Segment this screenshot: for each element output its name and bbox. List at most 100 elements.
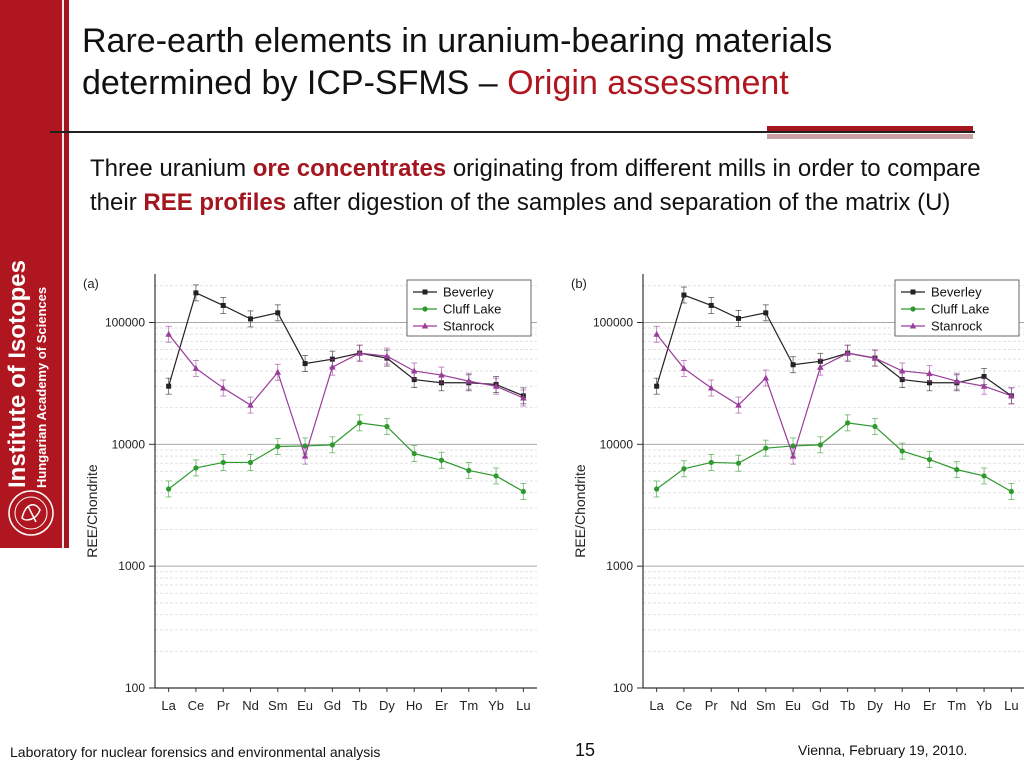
chart-b-series-beverley-point bbox=[708, 302, 714, 308]
body-highlight-ree: REE profiles bbox=[143, 189, 287, 216]
institute-logo-icon bbox=[8, 490, 54, 536]
chart-b-series-beverley-point bbox=[763, 310, 769, 316]
chart-a-series-cluff-lake-point bbox=[411, 450, 417, 457]
chart-a-series-stanrock-point bbox=[192, 364, 200, 371]
chart-b-x-tick-label-ho: Ho bbox=[894, 698, 911, 713]
chart-a-series-beverley-point bbox=[275, 310, 281, 316]
chart-a-series-cluff-lake-point bbox=[438, 457, 445, 463]
chart-a-x-tick-label-lu: Lu bbox=[516, 698, 530, 713]
chart-a-x-tick-label-ce: Ce bbox=[188, 698, 205, 713]
chart-b-x-tick-label-pr: Pr bbox=[705, 698, 719, 713]
chart-a-series-cluff-lake-point bbox=[193, 465, 199, 471]
chart-b-series-beverley-point bbox=[654, 383, 660, 389]
chart-a-series-stanrock-point bbox=[301, 452, 309, 459]
chart-b-x-tick-label-tb: Tb bbox=[840, 698, 855, 713]
chart-b-series-stanrock-point bbox=[735, 401, 742, 408]
chart-a-series-cluff-lake-point bbox=[493, 473, 499, 479]
chart-b-x-tick-label-er: Er bbox=[923, 698, 937, 713]
chart-a-series-cluff-lake-line bbox=[168, 422, 524, 493]
chart-b-series-beverley-point bbox=[927, 380, 932, 386]
chart-b-legend-cluff-lake-marker bbox=[910, 306, 916, 312]
chart-a-series-beverley-point bbox=[220, 302, 226, 308]
institute-name: Institute of Isotopes bbox=[4, 260, 31, 488]
chart-a-series-cluff-lake-point bbox=[302, 443, 308, 449]
chart-b-y-axis-label: REE/Chondrite bbox=[572, 464, 588, 558]
chart-a-y-tick-label: 10000 bbox=[112, 437, 146, 451]
chart-a-x-tick-label-tm: Tm bbox=[459, 698, 478, 713]
chart-a-series-beverley-point bbox=[166, 383, 172, 389]
chart-b-y-tick-label: 1000 bbox=[606, 559, 633, 573]
chart-b-series-stanrock-point bbox=[680, 364, 688, 371]
chart-a-series-stanrock-point bbox=[165, 330, 172, 337]
chart-a-legend-beverley-label: Beverley bbox=[443, 285, 494, 300]
chart-b-series-stanrock-point bbox=[871, 354, 879, 361]
chart-panel-a: 100 1000 10000 100000 La Ce Pr Nd Sm Eu Gd Tb Dy Ho Er… bbox=[83, 274, 537, 713]
chart-b-series-stanrock-point bbox=[926, 370, 933, 377]
chart-b-series-beverley-point bbox=[981, 374, 987, 380]
body-part1: Three uranium bbox=[90, 155, 253, 182]
chart-a-series-beverley-point bbox=[411, 377, 417, 383]
chart-a-legend-cluff-lake-label: Cluff Lake bbox=[443, 302, 501, 317]
chart-a-series-cluff-lake-point bbox=[275, 443, 281, 450]
chart-b-series-cluff-lake-point bbox=[654, 486, 660, 492]
chart-b-series-cluff-lake-point bbox=[872, 423, 878, 430]
chart-panel-b: 100 1000 10000 100000 La Ce Pr Nd Sm Eu Gd Tb Dy Ho Er… bbox=[571, 274, 1024, 713]
chart-a-series-cluff-lake-point bbox=[520, 488, 526, 495]
footer-date: Vienna, February 19, 2010. bbox=[798, 742, 968, 758]
chart-a-series-cluff-lake-point bbox=[466, 467, 472, 474]
chart-a-y-tick-label: 100000 bbox=[105, 315, 145, 329]
chart-a-series-stanrock-point bbox=[247, 401, 254, 408]
chart-a-series-cluff-lake-point bbox=[329, 442, 335, 448]
chart-b-x-tick-label-la: La bbox=[649, 698, 664, 713]
chart-a-x-tick-label-sm: Sm bbox=[268, 698, 288, 713]
chart-a-series-beverley-line bbox=[168, 292, 524, 397]
chart-b-series-cluff-lake-point bbox=[845, 420, 851, 426]
chart-a-series-stanrock-point bbox=[438, 371, 445, 378]
chart-a-series-stanrock-point bbox=[465, 377, 472, 384]
chart-b-series-stanrock-point bbox=[789, 452, 797, 459]
chart-a-x-tick-label-ho: Ho bbox=[406, 698, 423, 713]
chart-b-series-stanrock-point bbox=[817, 363, 824, 370]
chart-a-series-cluff-lake-point bbox=[357, 420, 363, 426]
chart-a-x-tick-label-gd: Gd bbox=[324, 698, 341, 713]
chart-b-series-stanrock-line bbox=[656, 333, 1012, 459]
chart-b-y-tick-label: 100000 bbox=[593, 315, 633, 329]
chart-a-series-stanrock-point bbox=[274, 368, 281, 375]
title-line1: Rare-earth elements in uranium-bearing m… bbox=[82, 22, 833, 60]
title-divider-accent-shadow bbox=[767, 134, 973, 139]
chart-b-series-stanrock-point bbox=[653, 330, 660, 337]
chart-a-x-tick-label-dy: Dy bbox=[379, 698, 395, 713]
sidebar-panel: Institute of Isotopes Hungarian Academy … bbox=[0, 0, 64, 548]
chart-a-y-axis-label: REE/Chondrite bbox=[84, 464, 100, 558]
chart-b-series-cluff-lake-point bbox=[790, 443, 796, 449]
chart-b-series-cluff-lake-point bbox=[763, 445, 769, 451]
chart-b-series-stanrock-point bbox=[899, 367, 906, 374]
chart-a-series-cluff-lake-point bbox=[384, 423, 390, 430]
academy-name: Hungarian Academy of Sciences bbox=[34, 286, 49, 488]
chart-a-series-cluff-lake-point bbox=[247, 459, 254, 466]
chart-b-x-tick-label-tm: Tm bbox=[947, 698, 966, 713]
chart-a-series-stanrock-point bbox=[383, 352, 391, 359]
chart-a-legend-beverley-marker bbox=[422, 289, 428, 295]
chart-b-series-stanrock-point bbox=[953, 377, 960, 384]
chart-b-legend-beverley-marker bbox=[910, 289, 916, 295]
chart-a-series-stanrock-point bbox=[411, 367, 418, 374]
chart-b-series-beverley-point bbox=[790, 362, 796, 368]
title-line2-prefix: determined by ICP-SFMS – bbox=[82, 64, 508, 102]
body-text: Three uranium ore concentrates originati… bbox=[90, 152, 1015, 220]
chart-b-series-stanrock-point bbox=[844, 349, 851, 356]
chart-b-x-tick-label-sm: Sm bbox=[756, 698, 776, 713]
chart-a-y-tick-label: 1000 bbox=[118, 559, 145, 573]
chart-b-series-cluff-lake-point bbox=[735, 460, 742, 466]
chart-a-y-tick-label: 100 bbox=[125, 681, 145, 695]
chart-a-x-tick-label-pr: Pr bbox=[217, 698, 231, 713]
chart-b-series-cluff-lake-line bbox=[656, 422, 1012, 493]
chart-b-series-cluff-lake-point bbox=[954, 467, 960, 473]
chart-b-series-cluff-lake-point bbox=[681, 466, 687, 472]
title-accent: Origin assessment bbox=[507, 64, 789, 102]
chart-a-series-cluff-lake-point bbox=[166, 486, 172, 492]
chart-b-legend-cluff-lake-label: Cluff Lake bbox=[931, 302, 989, 317]
chart-b-series-cluff-lake-point bbox=[926, 456, 933, 463]
chart-b-series-cluff-lake-point bbox=[981, 473, 987, 479]
sidebar-vertical-text: Institute of Isotopes Hungarian Academy … bbox=[0, 0, 62, 548]
